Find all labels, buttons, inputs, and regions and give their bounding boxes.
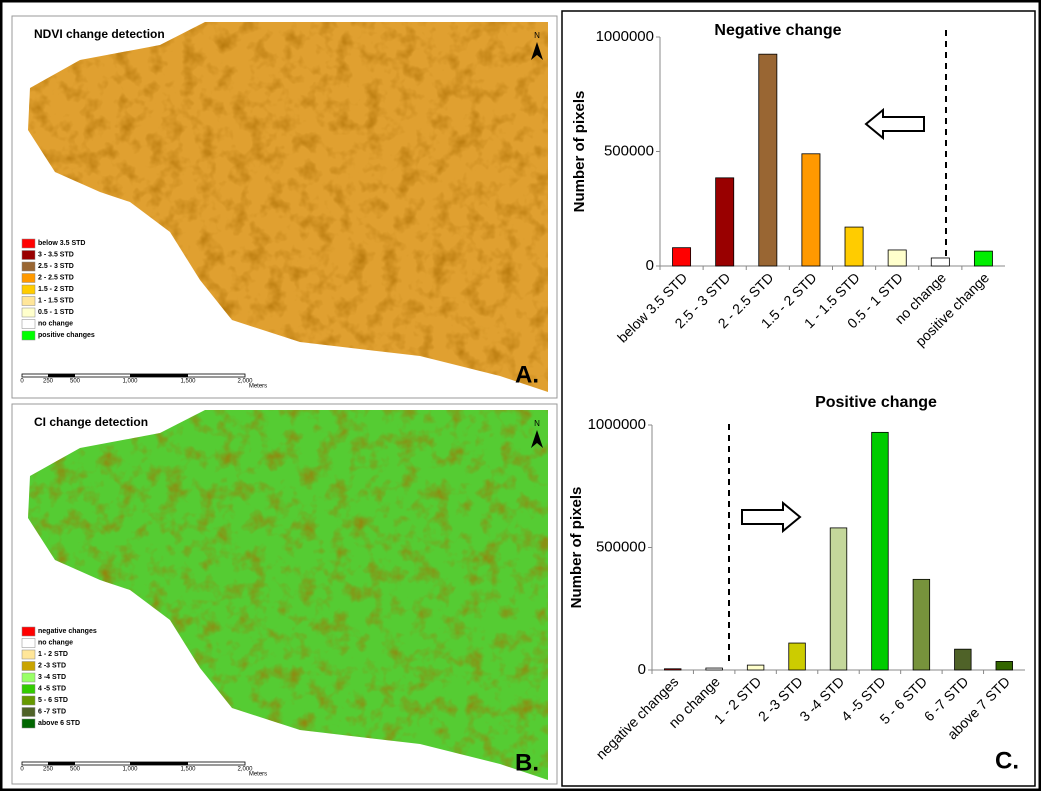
legend-swatch bbox=[22, 308, 35, 317]
legend-swatch bbox=[22, 673, 35, 682]
legend-swatch bbox=[22, 297, 35, 306]
legend-label: no change bbox=[38, 320, 73, 327]
legend-label: 1 - 1.5 STD bbox=[38, 297, 74, 304]
bar bbox=[706, 668, 723, 670]
legend-swatch bbox=[22, 650, 35, 659]
y-tick-label: 500000 bbox=[604, 142, 654, 159]
bar bbox=[955, 649, 972, 670]
chart-title: Positive change bbox=[815, 394, 937, 411]
scale-bar bbox=[130, 762, 188, 765]
map-title: NDVI change detection bbox=[34, 27, 165, 41]
legend-label: 2 - 2.5 STD bbox=[38, 274, 74, 281]
bar bbox=[802, 154, 820, 266]
bar bbox=[664, 669, 681, 670]
legend-swatch bbox=[22, 719, 35, 728]
north-label: N bbox=[534, 31, 540, 40]
legend-swatch bbox=[22, 239, 35, 248]
y-tick-label: 0 bbox=[638, 661, 646, 678]
legend-label: 4 -5 STD bbox=[38, 685, 66, 692]
legend-swatch bbox=[22, 696, 35, 705]
scale-bar bbox=[48, 374, 75, 377]
scale-label: 1,000 bbox=[122, 767, 138, 773]
scale-label: 500 bbox=[70, 767, 81, 773]
panel-letter: C. bbox=[995, 747, 1019, 774]
y-tick-label: 1000000 bbox=[588, 416, 646, 433]
legend-label: 0.5 - 1 STD bbox=[38, 309, 74, 316]
bar bbox=[931, 258, 949, 266]
bar bbox=[872, 432, 889, 670]
legend-swatch bbox=[22, 639, 35, 648]
legend-swatch bbox=[22, 262, 35, 271]
y-tick-label: 1000000 bbox=[596, 28, 654, 45]
legend-label: 6 -7 STD bbox=[38, 708, 66, 715]
legend-label: 1 - 2 STD bbox=[38, 651, 68, 658]
legend-label: negative changes bbox=[38, 628, 97, 635]
bar bbox=[845, 227, 863, 266]
chart-title: Negative change bbox=[714, 22, 841, 39]
legend-swatch bbox=[22, 662, 35, 671]
scale-bar bbox=[48, 762, 75, 765]
bar bbox=[913, 579, 930, 670]
legend-swatch bbox=[22, 274, 35, 283]
legend-swatch bbox=[22, 685, 35, 694]
bar bbox=[996, 661, 1013, 670]
scale-label: 1,500 bbox=[180, 767, 196, 773]
bar bbox=[789, 643, 806, 670]
legend-label: above 6 STD bbox=[38, 720, 80, 727]
legend-label: 2 -3 STD bbox=[38, 662, 66, 669]
legend-label: no change bbox=[38, 639, 73, 646]
y-axis-label: Number of pixels bbox=[568, 487, 585, 609]
legend-label: positive changes bbox=[38, 332, 95, 339]
legend-label: 1.5 - 2 STD bbox=[38, 286, 74, 293]
legend-swatch bbox=[22, 627, 35, 636]
legend-label: below 3.5 STD bbox=[38, 240, 85, 247]
bar bbox=[830, 528, 847, 670]
legend-swatch bbox=[22, 708, 35, 717]
legend-swatch bbox=[22, 320, 35, 329]
legend-label: 3 - 3.5 STD bbox=[38, 251, 74, 258]
bar bbox=[747, 665, 764, 670]
legend-swatch bbox=[22, 331, 35, 340]
scale-label: 500 bbox=[70, 379, 81, 385]
legend-label: 5 - 6 STD bbox=[38, 697, 68, 704]
y-tick-label: 0 bbox=[646, 257, 654, 274]
panel-letter: A. bbox=[515, 361, 539, 388]
bar bbox=[673, 248, 691, 266]
legend-swatch bbox=[22, 285, 35, 294]
bar bbox=[888, 250, 906, 266]
y-axis-label: Number of pixels bbox=[571, 91, 588, 213]
panel-letter: B. bbox=[515, 749, 539, 776]
scale-label: Meters bbox=[249, 772, 267, 778]
map-title: CI change detection bbox=[34, 415, 148, 429]
scale-label: 250 bbox=[43, 767, 54, 773]
bar bbox=[974, 251, 992, 266]
legend-swatch bbox=[22, 251, 35, 260]
legend-label: 3 -4 STD bbox=[38, 674, 66, 681]
y-tick-label: 500000 bbox=[596, 538, 646, 555]
figure: C. NDVI change detection Nbelow 3.5 STD 3 … bbox=[0, 0, 1041, 791]
scale-label: 1,500 bbox=[180, 379, 196, 385]
legend-label: 2.5 - 3 STD bbox=[38, 263, 74, 270]
bar bbox=[759, 54, 777, 266]
scale-label: 1,000 bbox=[122, 379, 138, 385]
scale-label: 250 bbox=[43, 379, 54, 385]
bar bbox=[716, 178, 734, 266]
scale-bar bbox=[130, 374, 188, 377]
north-label: N bbox=[534, 419, 540, 428]
scale-label: Meters bbox=[249, 384, 267, 390]
